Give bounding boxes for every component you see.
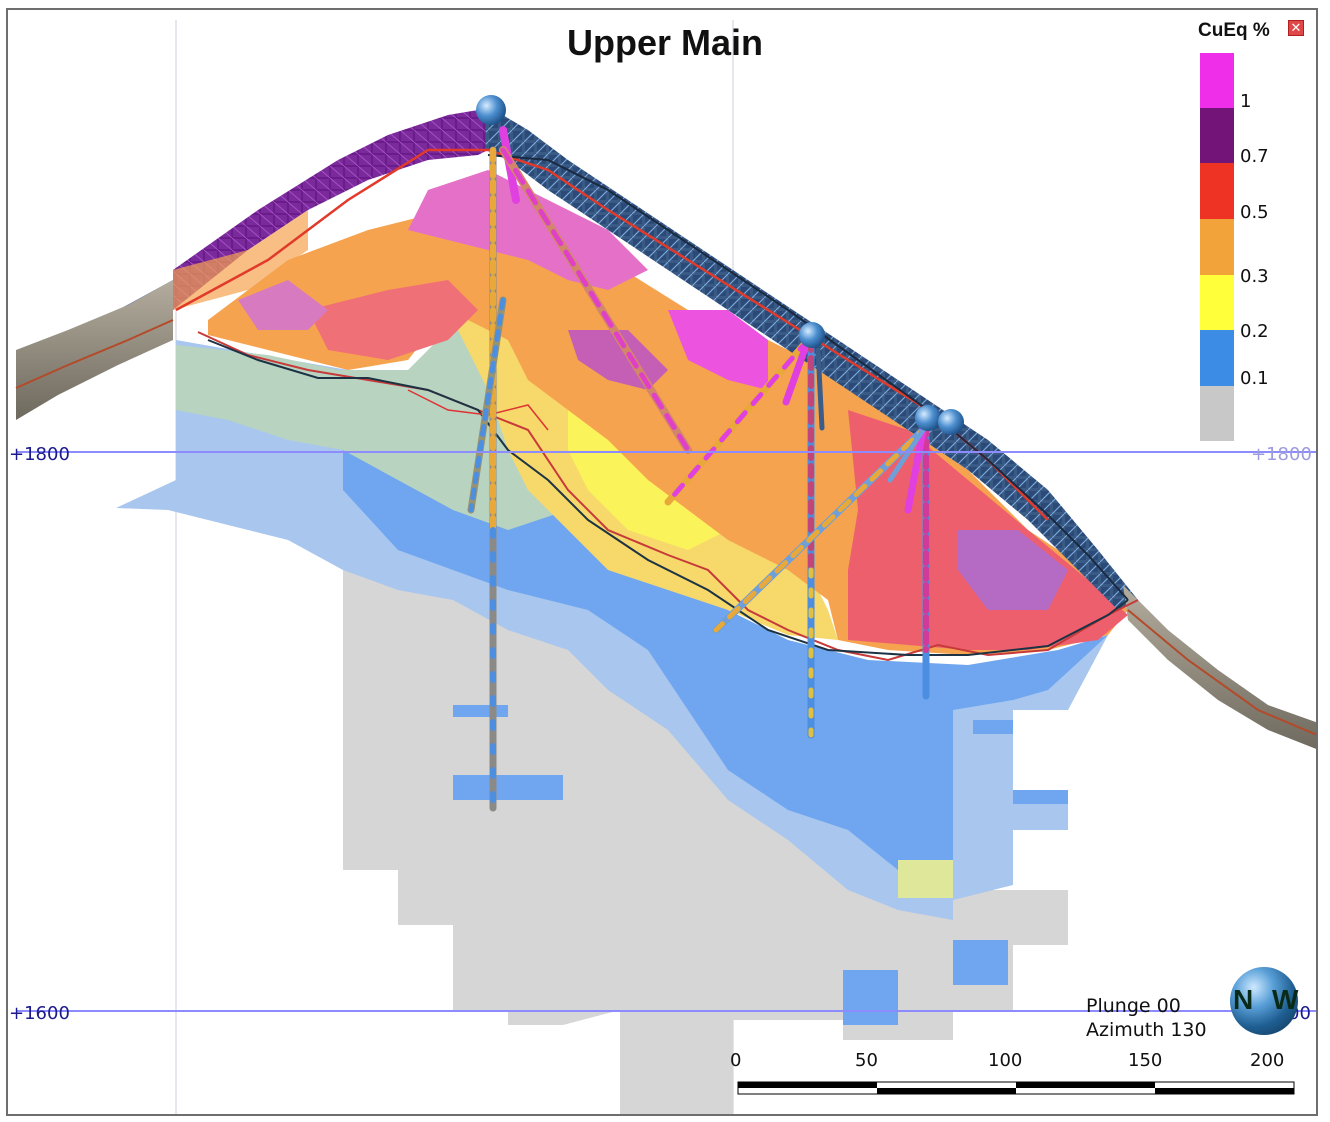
view-frame [6, 8, 1318, 1116]
drill-hole [887, 427, 926, 483]
scale-label: 200 [1250, 1050, 1285, 1071]
legend-label: 0.7 [1240, 146, 1269, 167]
drill-hole-trace [468, 297, 506, 513]
topography-surface [15, 280, 1316, 749]
legend-swatch [1200, 219, 1234, 275]
drill-collar [476, 95, 506, 125]
legend-swatch [1200, 330, 1234, 386]
legend-label: 0.1 [1240, 368, 1269, 389]
legend-swatch [1200, 163, 1234, 219]
legend-swatch [1200, 275, 1234, 330]
drill-hole [815, 347, 825, 431]
drill-collars [476, 95, 964, 435]
scale-label: 100 [988, 1050, 1023, 1071]
legend-label: 0.2 [1240, 321, 1269, 342]
elevation-label-right-1800: +1800 [1251, 444, 1312, 465]
pale-green-zone [176, 320, 953, 898]
drill-holes [467, 126, 932, 812]
color-legend [1200, 53, 1234, 441]
legend-swatch [1200, 53, 1234, 108]
drill-hole-trace [500, 147, 691, 453]
elevation-label-left-1600: +1600 [9, 1003, 70, 1024]
elevation-gridlines [16, 451, 1316, 1012]
elevation-label-left-1800: +1800 [9, 444, 70, 465]
cross-section-scene[interactable] [8, 10, 1318, 1116]
scale-label: 0 [730, 1050, 742, 1071]
scale-label: 150 [1128, 1050, 1163, 1071]
blue-zone [343, 410, 1108, 1025]
legend-label: 1 [1240, 91, 1252, 112]
compass-globe-icon[interactable]: N W [1230, 967, 1298, 1035]
compass-north-label: N [1233, 984, 1254, 1015]
drill-hole [782, 336, 812, 406]
plunge-readout: Plunge 00 [1086, 995, 1181, 1017]
legend-title: CuEq % [1198, 20, 1270, 41]
drill-collar [799, 322, 825, 348]
azimuth-readout: Azimuth 130 [1086, 1019, 1207, 1041]
compass-west-label: W [1272, 984, 1299, 1015]
close-icon[interactable]: ✕ [1288, 20, 1304, 36]
drill-hole-trace [713, 422, 931, 633]
drill-hole [904, 426, 927, 514]
scale-label: 50 [855, 1050, 878, 1071]
scale-bar [737, 1081, 1295, 1095]
map-title: Upper Main [566, 22, 763, 63]
legend-label: 0.3 [1240, 266, 1269, 287]
legend-swatch [1200, 386, 1234, 441]
legend-swatch [1200, 108, 1234, 163]
legend-label: 0.5 [1240, 202, 1269, 223]
drill-collar [915, 405, 941, 431]
drill-collar [938, 409, 964, 435]
drill-hole-trace [665, 337, 811, 505]
